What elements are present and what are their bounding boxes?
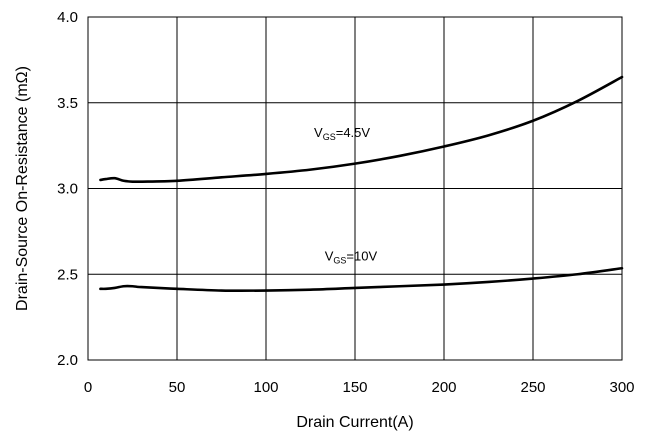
series-label-tail: =4.5V xyxy=(336,125,371,140)
series-label-subscript: GS xyxy=(333,256,346,266)
plot-frame xyxy=(87,16,623,361)
y-tick-label: 3.0 xyxy=(57,181,78,198)
x-tick-label: 200 xyxy=(431,379,456,396)
y-tick-label: 3.5 xyxy=(57,95,78,112)
x-axis-title: Drain Current(A) xyxy=(296,414,413,431)
x-tick-label: 50 xyxy=(169,379,186,396)
series-label-vgs-4-5v: VGS=4.5V xyxy=(314,125,370,142)
y-tick-labels: 2.0 2.5 3.0 3.5 4.0 xyxy=(57,9,78,369)
x-tick-labels: 0 50 100 150 200 250 300 xyxy=(84,379,635,396)
y-tick-label: 2.0 xyxy=(57,352,78,369)
series-label-main: V xyxy=(325,249,334,264)
grid xyxy=(87,16,623,361)
y-tick-label: 4.0 xyxy=(57,9,78,26)
series-label-main: V xyxy=(314,125,323,140)
series-label-vgs-10v: VGS=10V xyxy=(325,249,378,266)
series-line-vgs-10v xyxy=(99,266,624,293)
series-label-tail: =10V xyxy=(346,249,377,264)
x-tick-label: 300 xyxy=(609,379,634,396)
x-tick-label: 100 xyxy=(253,379,278,396)
series-label-subscript: GS xyxy=(323,132,336,142)
series-layer xyxy=(99,75,624,293)
series-line-vgs-4-5v xyxy=(99,75,624,184)
y-tick-label: 2.5 xyxy=(57,266,78,283)
x-tick-label: 150 xyxy=(342,379,367,396)
x-tick-label: 0 xyxy=(84,379,92,396)
x-tick-label: 250 xyxy=(520,379,545,396)
y-axis-title: Drain-Source On-Resistance (mΩ) xyxy=(14,66,31,311)
